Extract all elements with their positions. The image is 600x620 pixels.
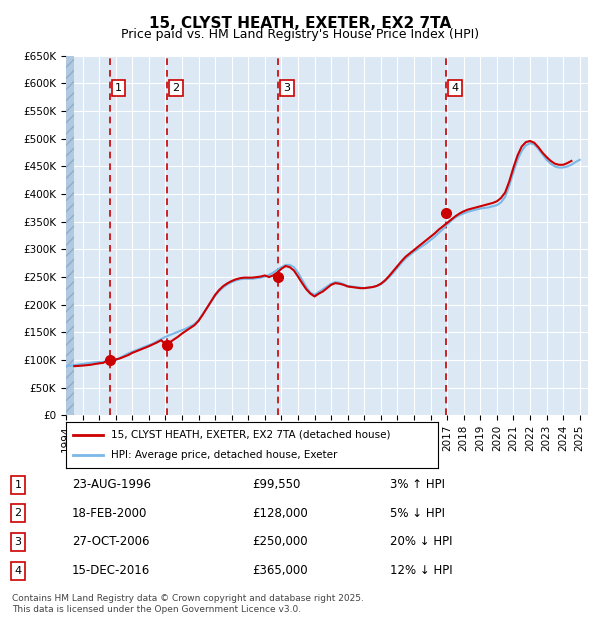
Text: Contains HM Land Registry data © Crown copyright and database right 2025.
This d: Contains HM Land Registry data © Crown c… (12, 595, 364, 614)
Text: 5% ↓ HPI: 5% ↓ HPI (390, 507, 445, 520)
Text: 3% ↑ HPI: 3% ↑ HPI (390, 478, 445, 491)
Text: £365,000: £365,000 (252, 564, 308, 577)
Text: 20% ↓ HPI: 20% ↓ HPI (390, 536, 452, 549)
Text: Price paid vs. HM Land Registry's House Price Index (HPI): Price paid vs. HM Land Registry's House … (121, 28, 479, 41)
Text: 2: 2 (14, 508, 22, 518)
Text: 3: 3 (283, 83, 290, 93)
Text: 1: 1 (14, 480, 22, 490)
Text: 15, CLYST HEATH, EXETER, EX2 7TA (detached house): 15, CLYST HEATH, EXETER, EX2 7TA (detach… (110, 430, 390, 440)
Text: £99,550: £99,550 (252, 478, 301, 491)
Text: 23-AUG-1996: 23-AUG-1996 (72, 478, 151, 491)
Text: 2: 2 (172, 83, 179, 93)
Text: 15, CLYST HEATH, EXETER, EX2 7TA: 15, CLYST HEATH, EXETER, EX2 7TA (149, 16, 451, 30)
Text: 4: 4 (14, 565, 22, 575)
Text: 18-FEB-2000: 18-FEB-2000 (72, 507, 148, 520)
Bar (66, 56, 74, 415)
Text: HPI: Average price, detached house, Exeter: HPI: Average price, detached house, Exet… (110, 450, 337, 460)
Text: 15-DEC-2016: 15-DEC-2016 (72, 564, 150, 577)
Text: 27-OCT-2006: 27-OCT-2006 (72, 536, 149, 549)
Text: £250,000: £250,000 (252, 536, 308, 549)
Text: 4: 4 (451, 83, 458, 93)
Text: £128,000: £128,000 (252, 507, 308, 520)
Text: 12% ↓ HPI: 12% ↓ HPI (390, 564, 452, 577)
Text: 1: 1 (115, 83, 122, 93)
Text: 3: 3 (14, 537, 22, 547)
